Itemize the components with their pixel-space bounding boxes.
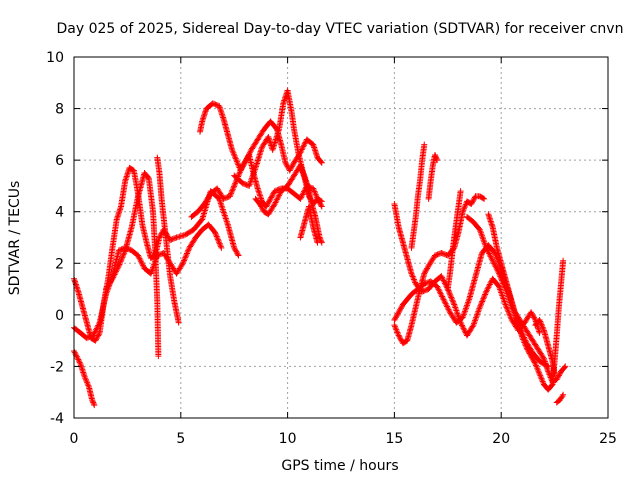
y-axis-label: SDTVAR / TECUs xyxy=(7,181,23,296)
data-series xyxy=(71,347,98,409)
data-point-markers xyxy=(425,151,441,202)
data-series xyxy=(252,162,325,218)
data-point-markers xyxy=(297,203,321,246)
x-tick-label: 0 xyxy=(70,431,79,447)
data-series xyxy=(425,151,441,202)
data-points xyxy=(71,87,569,409)
data-point-markers xyxy=(532,317,558,378)
data-point-markers xyxy=(154,154,182,326)
y-tick-label: 0 xyxy=(55,308,64,324)
data-series xyxy=(553,391,567,406)
data-series xyxy=(197,100,325,174)
data-point-markers xyxy=(444,188,464,293)
x-tick-label: 20 xyxy=(492,431,510,447)
axis-ticks xyxy=(73,56,609,419)
data-point-markers xyxy=(252,162,325,218)
tick-labels: 0 5 10 15 20 25 -4 -2 0 2 4 6 8 10 xyxy=(46,50,617,447)
x-tick-label: 5 xyxy=(176,431,185,447)
plot-frame xyxy=(73,56,609,419)
x-axis-label: GPS time / hours xyxy=(281,458,398,474)
x-tick-label: 25 xyxy=(599,431,617,447)
y-tick-label: 8 xyxy=(55,102,64,118)
data-point-markers xyxy=(71,347,98,409)
y-tick-label: -4 xyxy=(50,411,64,427)
data-series xyxy=(532,317,558,378)
data-series xyxy=(103,170,162,360)
x-tick-label: 15 xyxy=(385,431,403,447)
data-point-markers xyxy=(553,391,567,406)
chart-title: Day 025 of 2025, Sidereal Day-to-day VTE… xyxy=(57,21,624,37)
x-tick-label: 10 xyxy=(279,431,297,447)
y-tick-label: 2 xyxy=(55,256,64,272)
y-tick-label: 4 xyxy=(55,205,64,221)
data-point-markers xyxy=(197,100,325,174)
data-point-markers xyxy=(103,170,162,360)
data-series xyxy=(297,203,321,246)
data-series xyxy=(444,188,464,293)
data-series xyxy=(154,154,182,326)
data-series xyxy=(408,141,428,251)
y-tick-label: -2 xyxy=(50,359,64,375)
y-tick-label: 6 xyxy=(55,153,64,169)
y-tick-label: 10 xyxy=(46,50,64,66)
data-point-markers xyxy=(408,141,428,251)
